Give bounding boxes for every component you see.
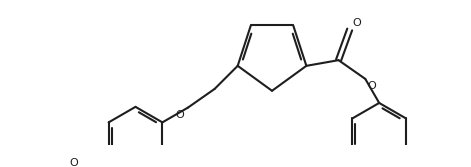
Text: O: O bbox=[176, 110, 185, 120]
Text: O: O bbox=[368, 81, 377, 91]
Text: O: O bbox=[352, 18, 361, 28]
Text: O: O bbox=[69, 158, 78, 167]
